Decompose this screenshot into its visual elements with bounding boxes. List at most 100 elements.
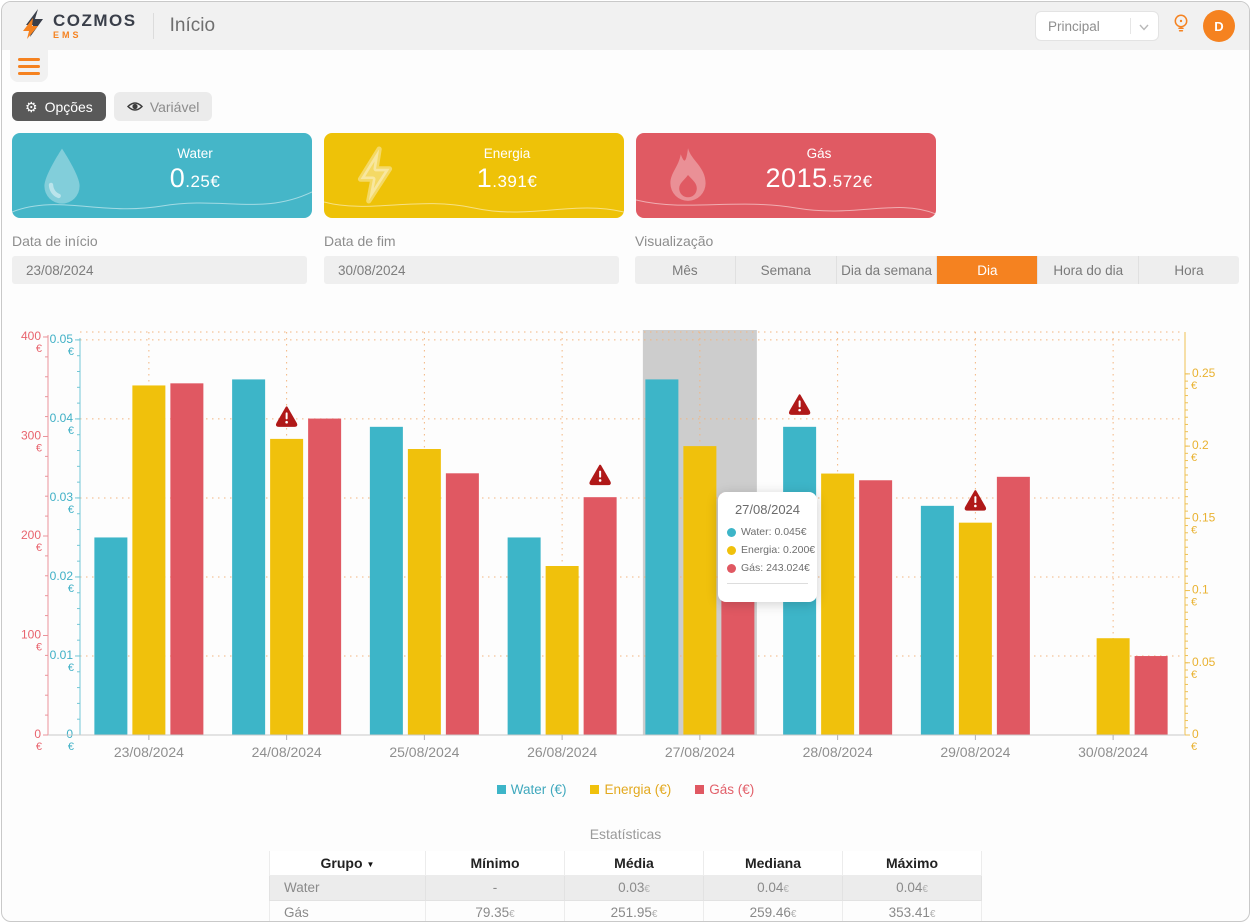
start-date-input[interactable]: 23/08/2024: [12, 256, 307, 284]
kpi-cards: Water 0.25€ Energia 1.391€: [12, 133, 1239, 218]
x-label-26/08/2024: 26/08/2024: [527, 744, 597, 760]
hamburger-icon[interactable]: [10, 50, 48, 82]
bar-gás-25/08/2024[interactable]: [445, 473, 479, 735]
bar-energia-26/08/2024[interactable]: [545, 566, 579, 735]
stats-column-mínimo[interactable]: Mínimo: [425, 851, 565, 876]
bar-energia-27/08/2024[interactable]: [683, 446, 717, 735]
chevron-down-icon: [1139, 19, 1149, 34]
energia-tick-unit: €: [1191, 597, 1197, 609]
brand-name: COZMOS: [53, 11, 137, 30]
bar-water-27/08/2024[interactable]: [645, 379, 679, 735]
bar-water-24/08/2024[interactable]: [232, 379, 266, 735]
flame-icon: [664, 146, 712, 209]
water-tick-label: 0.02: [50, 569, 74, 583]
warning-icon-26/08/2024: [589, 464, 611, 486]
stats-row-gás: Gás 79.35€ 251.95€ 259.46€ 353.41€: [269, 899, 982, 921]
gas-tick-unit: €: [36, 442, 42, 454]
lightning-logo-icon: [22, 8, 46, 44]
bar-gás-26/08/2024[interactable]: [583, 497, 617, 735]
gas-tick-unit: €: [36, 741, 42, 753]
bar-energia-25/08/2024[interactable]: [407, 449, 441, 735]
stats-column-grupo[interactable]: Grupo ▼: [269, 851, 426, 876]
legend-swatch-icon: [496, 785, 506, 794]
legend-item-water[interactable]: Water (€): [496, 782, 566, 797]
segment-semana[interactable]: Semana: [734, 256, 836, 284]
segment-mês[interactable]: Mês: [672, 262, 698, 278]
x-label-23/08/2024: 23/08/2024: [114, 744, 184, 760]
bar-energia-23/08/2024[interactable]: [132, 385, 166, 735]
gas-tick-unit: €: [36, 542, 42, 554]
sort-desc-icon: ▼: [366, 859, 375, 869]
card-title: Gás: [806, 146, 832, 161]
end-date-input[interactable]: 30/08/2024: [324, 256, 619, 284]
energia-tick-label: 0.2: [1192, 438, 1209, 452]
water-tick-unit: €: [68, 662, 74, 674]
workspace-select[interactable]: Principal: [1035, 11, 1159, 41]
select-divider: [1130, 18, 1131, 34]
filters-row: Data de início 23/08/2024 Data de fim 30…: [12, 233, 1239, 284]
series-dot-icon: [727, 545, 736, 555]
segment-dia[interactable]: Dia: [936, 256, 1038, 284]
x-label-25/08/2024: 25/08/2024: [389, 744, 459, 760]
segment-dia-da-semana[interactable]: Dia da semana: [835, 256, 937, 284]
bar-gás-23/08/2024[interactable]: [170, 383, 204, 735]
x-label-24/08/2024: 24/08/2024: [252, 744, 322, 760]
gas-tick-label: 0: [34, 727, 41, 741]
energia-tick-unit: €: [1191, 669, 1197, 681]
header-divider: [152, 13, 154, 39]
options-button[interactable]: ⚙ Opções: [12, 92, 106, 121]
brand-subtitle: EMS: [53, 30, 82, 40]
view-segmented-control: Mês Semana Dia da semana Dia Hora do dia Hora: [635, 256, 1239, 284]
card-value: 0.25€: [169, 163, 221, 193]
workspace-select-value: Principal: [1048, 18, 1100, 34]
water-tick-label: 0.05: [50, 332, 74, 346]
stats-section: Estatísticas Grupo ▼ Mínimo Média Mediana Máx…: [2, 826, 1249, 921]
water-tick-unit: €: [68, 425, 74, 437]
bar-energia-29/08/2024[interactable]: [958, 522, 992, 735]
segment-hora[interactable]: Hora: [1138, 256, 1239, 284]
tooltip-row-energia: Energia: 0.200€: [727, 544, 815, 556]
bar-gás-24/08/2024[interactable]: [308, 418, 342, 735]
segment-hora-do-dia[interactable]: Hora do dia: [1037, 256, 1138, 284]
legend-item-energia[interactable]: Energia (€): [590, 782, 671, 797]
legend-item-gás[interactable]: Gás (€): [695, 782, 754, 797]
kpi-card-energia: Energia 1.391€: [324, 133, 624, 218]
stats-column-mediana[interactable]: Mediana: [703, 851, 843, 876]
stats-cell: 0.04€: [703, 874, 843, 901]
bar-water-25/08/2024[interactable]: [369, 426, 403, 735]
bar-gás-28/08/2024[interactable]: [859, 480, 893, 735]
gas-tick-label: 200: [21, 528, 41, 542]
variable-button[interactable]: Variável: [113, 92, 213, 121]
stats-cell: 79.35€: [425, 899, 565, 921]
card-value: 1.391€: [476, 163, 538, 193]
stats-cell: 251.95€: [564, 899, 704, 921]
energia-tick-label: 0.25: [1192, 366, 1216, 380]
bar-water-26/08/2024[interactable]: [507, 537, 541, 735]
x-label-29/08/2024: 29/08/2024: [940, 744, 1010, 760]
stats-column-média[interactable]: Média: [564, 851, 704, 876]
gas-tick-label: 300: [21, 428, 41, 442]
water-tick-unit: €: [68, 504, 74, 516]
water-tick-unit: €: [68, 741, 74, 753]
energia-tick-unit: €: [1191, 524, 1197, 536]
legend-swatch-icon: [695, 785, 705, 794]
stats-cell: -: [425, 874, 565, 901]
bar-energia-30/08/2024[interactable]: [1096, 638, 1130, 735]
water-tick-label: 0.04: [50, 411, 74, 425]
lightbulb-icon[interactable]: [1172, 13, 1190, 39]
bar-gás-30/08/2024[interactable]: [1134, 656, 1168, 735]
bar-energia-24/08/2024[interactable]: [270, 438, 304, 735]
bar-chart[interactable]: 0€100€200€300€400€0€0.01€0.02€0.03€0.04€…: [2, 320, 1250, 770]
water-tick-label: 0.01: [50, 648, 74, 662]
bar-water-23/08/2024[interactable]: [94, 537, 128, 735]
stats-column-máximo[interactable]: Máximo: [842, 851, 982, 876]
avatar[interactable]: D: [1203, 10, 1235, 42]
water-tick-label: 0: [66, 727, 73, 741]
bar-gás-29/08/2024[interactable]: [996, 476, 1030, 735]
card-title: Energia: [483, 146, 531, 161]
bar-water-29/08/2024[interactable]: [920, 505, 954, 735]
bar-energia-28/08/2024[interactable]: [821, 473, 855, 735]
gas-tick-unit: €: [36, 641, 42, 653]
water-tick-unit: €: [68, 346, 74, 358]
